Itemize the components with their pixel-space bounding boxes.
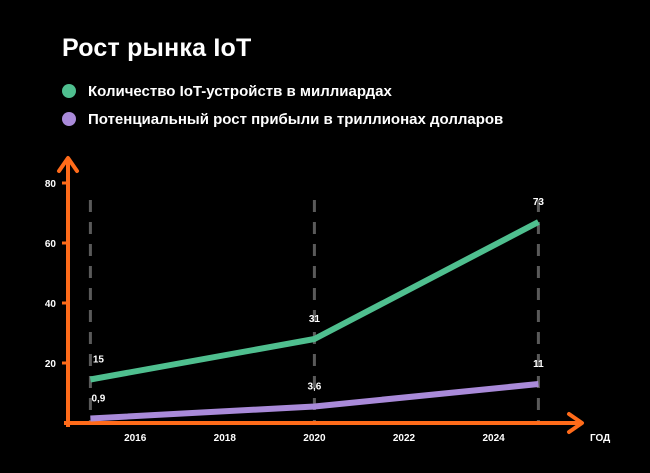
legend-dot-profit xyxy=(62,112,76,126)
data-label-0-0: 15 xyxy=(93,355,105,366)
data-label-1-0: 0,9 xyxy=(91,394,105,405)
y-tick-label-20: 20 xyxy=(45,359,57,370)
y-tick-label-40: 40 xyxy=(45,299,57,310)
x-tick-label-2020: 2020 xyxy=(303,433,326,444)
y-tick-label-80: 80 xyxy=(45,179,57,190)
data-label-0-2: 73 xyxy=(533,197,545,208)
y-axis-arrow xyxy=(57,156,79,173)
legend: Количество IoT-устройств в миллиардах По… xyxy=(62,79,503,135)
legend-item-profit: Потенциальный рост прибыли в триллионах … xyxy=(62,107,503,131)
x-axis-label: ГОД xyxy=(590,433,610,444)
x-tick-label-2016: 2016 xyxy=(124,433,147,444)
chart-title: Рост рынка IoT xyxy=(62,34,252,62)
data-label-1-1: 3,6 xyxy=(307,382,321,393)
x-tick-label-2018: 2018 xyxy=(214,433,237,444)
legend-label-profit: Потенциальный рост прибыли в триллионах … xyxy=(88,110,504,128)
x-axis-arrow xyxy=(567,412,584,434)
y-tick-label-60: 60 xyxy=(45,239,57,250)
legend-dot-devices xyxy=(62,84,76,98)
x-tick-label-2024: 2024 xyxy=(482,433,505,444)
series-line-1 xyxy=(90,381,539,422)
series-line-0 xyxy=(89,219,540,383)
legend-item-devices: Количество IoT-устройств в миллиардах xyxy=(62,79,503,103)
x-tick-label-2022: 2022 xyxy=(393,433,416,444)
data-label-0-1: 31 xyxy=(309,314,321,325)
data-label-1-2: 11 xyxy=(533,359,544,370)
legend-label-devices: Количество IoT-устройств в миллиардах xyxy=(88,82,392,100)
